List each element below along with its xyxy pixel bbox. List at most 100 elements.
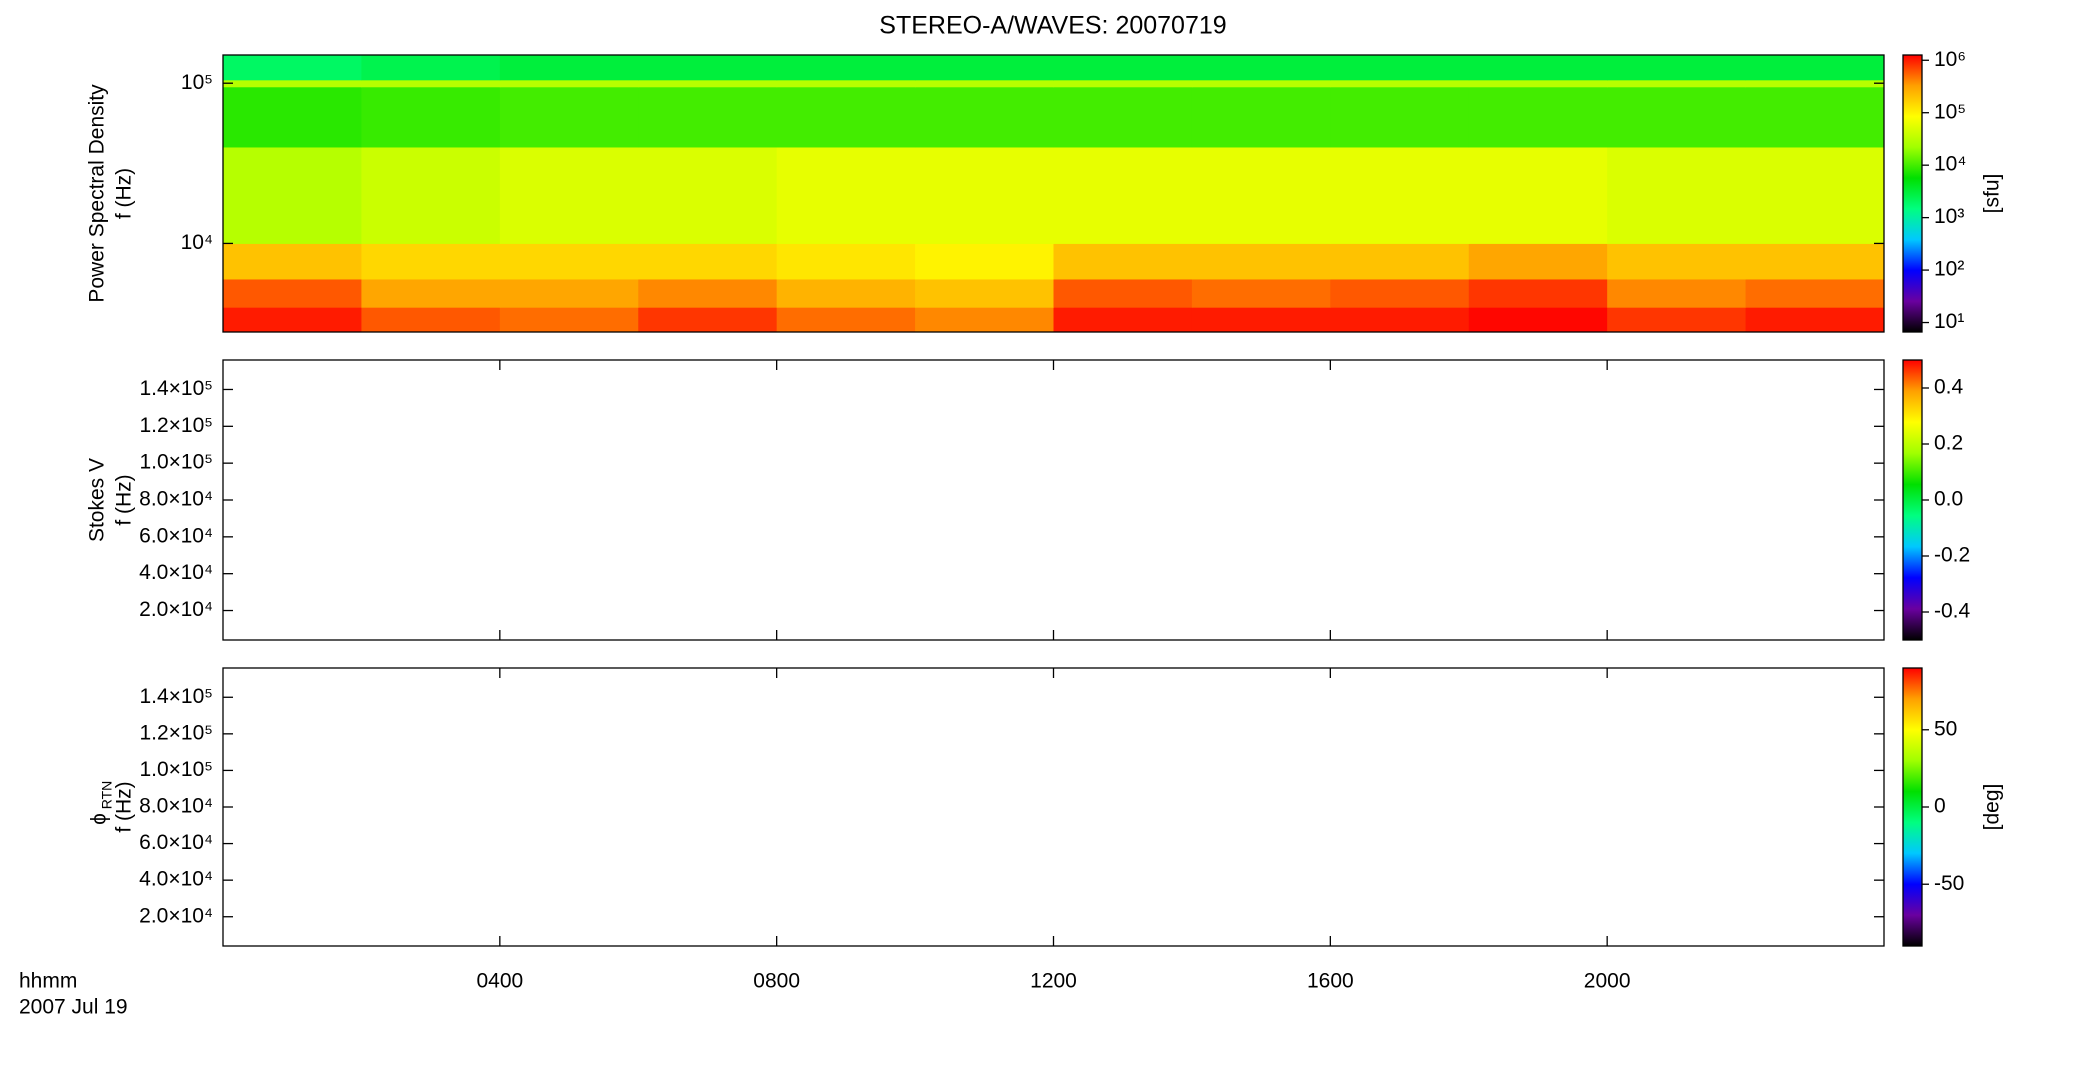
spectrogram-cell [1607, 278, 1747, 308]
x-tick-label: 2000 [1584, 970, 1631, 993]
chart-title: STEREO-A/WAVES: 20070719 [879, 12, 1226, 40]
spectrogram-cell [223, 86, 362, 148]
spectrogram-cell [1330, 278, 1470, 308]
y-tick-label: 10⁵ [181, 71, 213, 94]
colorbar-tick-label: -0.4 [1934, 600, 1971, 623]
spectrogram-cell [776, 278, 916, 308]
y-axis-label: RTN [99, 781, 115, 810]
spectrogram-cell [1191, 307, 1331, 333]
colorbar-tick-label: 10² [1934, 258, 1964, 281]
spectrogram-cell [638, 55, 778, 81]
spectrogram-cell [1053, 86, 1193, 148]
spectrogram-cell [361, 86, 501, 148]
y-tick-label: 6.0×10⁴ [139, 524, 213, 547]
colorbar-label: [sfu] [1981, 174, 2004, 214]
spectrogram-cell [1745, 278, 1885, 308]
spectrogram-cell [638, 79, 778, 88]
colorbar-tick-label: 10⁵ [1934, 100, 1966, 123]
spectrogram-cell [1468, 86, 1608, 148]
spectrogram-cell [1607, 243, 1747, 280]
colorbar-tick-label: 50 [1934, 717, 1957, 740]
x-tick-label: 1600 [1307, 970, 1354, 993]
y-tick-label: 1.2×10⁵ [139, 721, 213, 744]
spectrogram-cell [638, 86, 778, 148]
plot-frame [222, 667, 1885, 947]
y-tick-label: 8.0×10⁴ [139, 488, 213, 511]
spectrogram-cell [1468, 278, 1608, 308]
spectrogram-cell [1468, 243, 1608, 280]
spectrogram-cell [1330, 86, 1470, 148]
spectrogram-cell [1053, 55, 1193, 81]
spectrogram-cell [223, 79, 362, 88]
spectrogram-cell [499, 79, 639, 88]
colorbar-tick-label: 0.4 [1934, 376, 1964, 399]
spectrogram-cell [499, 55, 639, 81]
spectrogram-cell [1053, 243, 1193, 280]
spectrogram-cell [638, 146, 778, 244]
y-tick-label: 6.0×10⁴ [139, 831, 213, 854]
colorbar-tick-label: -0.2 [1934, 544, 1970, 567]
spectrogram-cell [499, 307, 639, 333]
spectrogram-cell [1745, 243, 1885, 280]
spectrogram-cell [499, 146, 639, 244]
spectrogram-cell [1745, 307, 1885, 333]
y-tick-label: 10⁴ [181, 231, 213, 254]
y-tick-label: 1.0×10⁵ [139, 451, 213, 474]
x-tick-label: 0400 [476, 970, 523, 993]
colorbar [1902, 667, 1923, 947]
y-tick-label: 4.0×10⁴ [139, 561, 213, 584]
spectrogram-cell [915, 55, 1054, 81]
y-tick-label: 2.0×10⁴ [139, 904, 213, 927]
spectrogram-cell [223, 307, 362, 333]
spectrogram-cell [1607, 307, 1747, 333]
colorbar-tick-label: 10⁴ [1934, 153, 1966, 176]
x-tick-label: 0800 [753, 970, 800, 993]
y-tick-label: 8.0×10⁴ [139, 795, 213, 818]
colorbar [1902, 54, 1923, 333]
spectrogram-cell [1053, 278, 1193, 308]
spectrogram-cell [776, 307, 916, 333]
spectrogram-cell [1330, 243, 1470, 280]
spectrogram-cell [1745, 79, 1885, 88]
spectrogram-cell [1468, 55, 1608, 81]
spectrogram-cell [638, 278, 778, 308]
spectrogram-cell [499, 243, 639, 280]
spectrogram-cell [499, 86, 639, 148]
colorbar-tick-label: 0.2 [1934, 432, 1963, 455]
colorbar-tick-label: 0.0 [1934, 488, 1963, 511]
y-axis-label: Stokes V [86, 458, 109, 542]
y-axis-label: f (Hz) [113, 781, 136, 832]
spectrogram-cell [1191, 79, 1331, 88]
y-axis-label: f (Hz) [113, 168, 136, 219]
x-tick-label: 1200 [1030, 970, 1077, 993]
spectrogram-cell [1191, 86, 1331, 148]
spectrogram-cell [1607, 55, 1747, 81]
spectrogram-cell [915, 307, 1054, 333]
spectrogram-cell [915, 146, 1054, 244]
y-axis-label: Power Spectral Density [86, 84, 109, 303]
spectrogram-cell [1607, 79, 1747, 88]
y-tick-label: 1.4×10⁵ [139, 377, 213, 400]
spectrogram-cell [1745, 86, 1885, 148]
plot-frame [222, 54, 1885, 333]
spectrogram-cell [223, 278, 362, 308]
spectrogram-cell [361, 55, 501, 81]
y-tick-label: 4.0×10⁴ [139, 868, 213, 891]
spectrogram-cell [1191, 243, 1331, 280]
spectrogram-cell [1330, 55, 1470, 81]
spectrogram-cell [361, 146, 501, 244]
spectrogram-cell [638, 307, 778, 333]
spectrogram-cell [223, 243, 362, 280]
colorbar-tick-label: 10¹ [1934, 310, 1964, 333]
spectrogram-cell [499, 278, 639, 308]
spectrogram-cell [1191, 146, 1331, 244]
spectrogram-cell [1468, 146, 1608, 244]
spectrogram-cell [776, 243, 916, 280]
spectrogram-cell [1607, 146, 1747, 244]
spectrogram-cell [1745, 55, 1885, 81]
spectrogram-cell [1468, 79, 1608, 88]
colorbar [1902, 359, 1923, 641]
y-tick-label: 2.0×10⁴ [139, 598, 213, 621]
plot-frame [222, 359, 1885, 641]
